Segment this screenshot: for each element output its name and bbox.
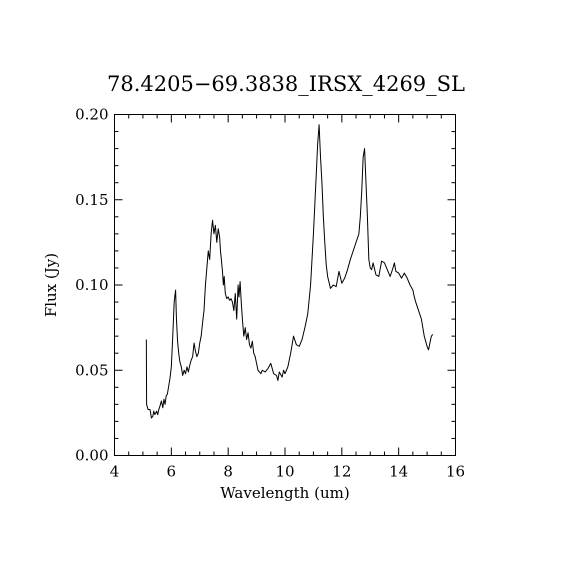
axis-tick-labels: 4 6 8 10 12 14 16 0.00 0.05 0.10 0.15 0.20: [75, 106, 465, 481]
chart-title: 78.4205−69.3838_IRSX_4269_SL: [107, 72, 465, 96]
y-axis-label: Flux (Jy): [42, 253, 60, 317]
x-tick-label: 12: [332, 463, 351, 481]
x-tick-label: 4: [110, 463, 120, 481]
flux-series-line: [145, 124, 434, 419]
x-tick-label: 16: [446, 463, 465, 481]
x-tick-label: 10: [275, 463, 294, 481]
y-tick-label: 0.00: [75, 447, 108, 465]
y-tick-label: 0.15: [75, 191, 108, 209]
y-tick-label: 0.20: [75, 106, 108, 124]
x-tick-label: 8: [223, 463, 233, 481]
plot-frame: [114, 114, 456, 456]
y-tick-label: 0.05: [75, 361, 108, 379]
axis-ticks: [114, 114, 456, 456]
x-tick-label: 6: [167, 463, 177, 481]
x-axis-label: Wavelength (um): [220, 484, 349, 502]
y-tick-label: 0.10: [75, 276, 108, 294]
x-tick-label: 14: [389, 463, 408, 481]
